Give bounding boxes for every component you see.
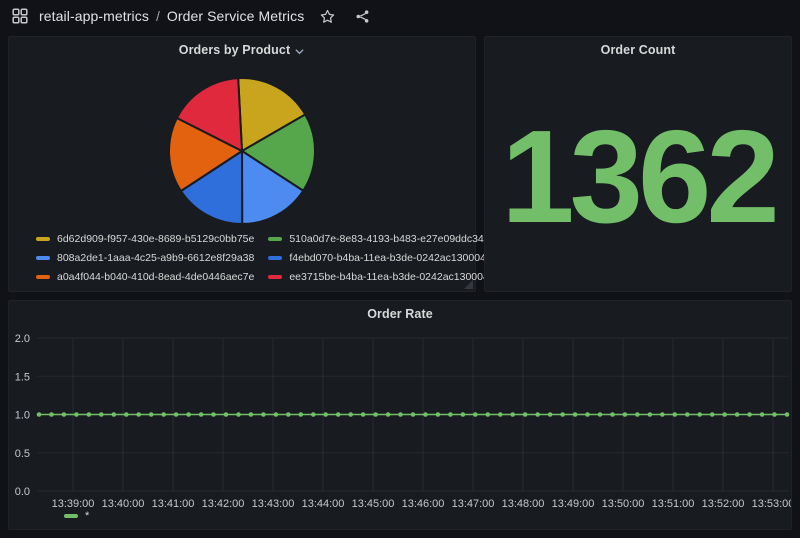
legend-swatch [36, 275, 50, 279]
x-axis-tick: 13:49:00 [552, 498, 595, 510]
breadcrumb: retail-app-metrics / Order Service Metri… [39, 8, 304, 24]
ts-legend-label: * [85, 510, 90, 522]
panel-orders-by-product: Orders by Product 6d62d909-f957-430e-868… [8, 36, 490, 292]
top-nav-bar: retail-app-metrics / Order Service Metri… [0, 0, 800, 32]
legend-label: 808a2de1-1aaa-4c25-a9b9-6612e8f29a38 [57, 252, 255, 264]
legend-swatch [36, 237, 50, 241]
x-axis-tick: 13:46:00 [402, 498, 445, 510]
breadcrumb-folder[interactable]: retail-app-metrics [39, 8, 149, 24]
legend-label: f4ebd070-b4ba-11ea-b3de-0242ac130004 [289, 252, 486, 264]
pie-legend-item[interactable]: 510a0d7e-8e83-4193-b483-e27e09ddc34d [268, 233, 490, 245]
y-axis-tick: 0.0 [15, 486, 30, 498]
panel-resize-handle[interactable] [464, 280, 473, 289]
stat-panel-title: Order Count [600, 43, 676, 57]
pie-chart [168, 77, 316, 226]
stat-panel-header[interactable]: Order Count [485, 37, 791, 63]
pie-legend-item[interactable]: 808a2de1-1aaa-4c25-a9b9-6612e8f29a38 [36, 252, 254, 264]
legend-swatch [268, 275, 283, 279]
legend-label: 510a0d7e-8e83-4193-b483-e27e09ddc34d [289, 233, 490, 245]
x-axis-tick: 13:43:00 [252, 498, 295, 510]
legend-swatch [268, 237, 283, 241]
y-axis-tick: 2.0 [15, 333, 30, 345]
pie-panel-title: Orders by Product [178, 43, 291, 57]
share-icon[interactable] [352, 6, 372, 26]
panel-order-count: Order Count 1362 [484, 36, 792, 292]
x-axis-tick: 13:44:00 [302, 498, 345, 510]
star-icon[interactable] [317, 6, 337, 26]
x-axis-tick: 13:50:00 [602, 498, 645, 510]
stat-value: 1362 [501, 103, 780, 250]
pie-legend-item[interactable]: a0a4f044-b040-410d-8ead-4de0446aec7e [36, 271, 254, 283]
pie-slice[interactable] [241, 113, 316, 192]
legend-label: a0a4f044-b040-410d-8ead-4de0446aec7e [57, 271, 255, 283]
x-axis-tick: 13:41:00 [152, 498, 195, 510]
timeseries-chart: 2.0 1.5 1.0 0.5 0.0 13:39:00 13:40:00 13:41:00 1… [15, 333, 791, 510]
pie-slice[interactable] [175, 77, 243, 152]
apps-icon[interactable] [10, 6, 30, 26]
series-line [36, 412, 790, 417]
pie-slice[interactable] [241, 150, 305, 225]
y-axis-tick: 1.0 [15, 410, 30, 422]
ts-panel-header[interactable]: Order Rate [9, 301, 791, 327]
x-axis-tick: 13:47:00 [452, 498, 495, 510]
chevron-down-icon [294, 46, 305, 57]
legend-label: ee3715be-b4ba-11ea-b3de-0242ac130004 [289, 271, 489, 283]
x-axis-tick: 13:45:00 [352, 498, 395, 510]
y-axis-tick: 1.5 [15, 371, 30, 383]
x-axis-tick: 13:40:00 [102, 498, 145, 510]
x-axis-tick: 13:51:00 [652, 498, 695, 510]
legend-swatch [268, 256, 283, 260]
pie-legend-item[interactable]: f4ebd070-b4ba-11ea-b3de-0242ac130004 [268, 252, 489, 264]
pie-legend-item[interactable]: 6d62d909-f957-430e-8689-b5129c0bb75e [36, 233, 254, 245]
ts-legend-swatch [64, 514, 78, 518]
x-axis-tick: 13:48:00 [502, 498, 545, 510]
panel-order-rate: Order Rate 2.0 1.5 1.0 0.5 0.0 13:39:00 13:40:… [8, 300, 792, 530]
pie-slice[interactable] [237, 77, 307, 152]
pie-legend: 6d62d909-f957-430e-8689-b5129c0bb75e 510a… [36, 233, 490, 283]
pie-slice[interactable] [179, 150, 244, 226]
x-axis-tick: 13:53:00 [752, 498, 791, 510]
ts-legend-item[interactable]: * [64, 510, 89, 522]
breadcrumb-separator: / [155, 8, 160, 24]
x-axis-tick: 13:52:00 [702, 498, 745, 510]
y-axis-tick: 0.5 [15, 448, 30, 460]
ts-panel-title: Order Rate [367, 307, 433, 321]
breadcrumb-current: Order Service Metrics [166, 8, 305, 24]
legend-label: 6d62d909-f957-430e-8689-b5129c0bb75e [57, 233, 255, 245]
pie-legend-item[interactable]: ee3715be-b4ba-11ea-b3de-0242ac130004 [268, 271, 489, 283]
pie-panel-header[interactable]: Orders by Product [9, 37, 475, 63]
x-axis-tick: 13:39:00 [52, 498, 95, 510]
x-axis-tick: 13:42:00 [202, 498, 245, 510]
pie-slice[interactable] [168, 116, 243, 193]
legend-swatch [36, 256, 50, 260]
